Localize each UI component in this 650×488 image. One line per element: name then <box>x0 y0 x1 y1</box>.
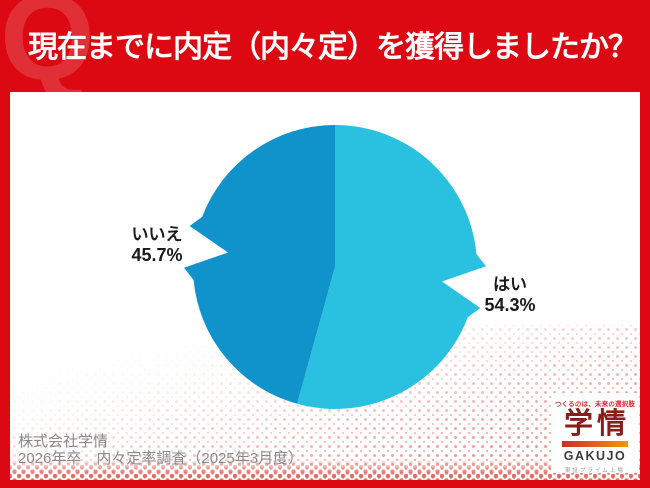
pie-label-no: いいえ 45.7% <box>102 224 212 266</box>
pie-label-yes-text: はい <box>493 275 527 294</box>
logo-gradient-bar <box>562 441 628 448</box>
pie-label-no-value: 45.7% <box>131 245 183 265</box>
page-title: 現在までに内定（内々定）を獲得しましたか？ <box>28 31 638 64</box>
pie-slice-yes <box>297 125 486 409</box>
chart-card: いいえ 45.7% はい 54.3% 株式会社学情 2026年卒 内々定率調査（… <box>10 92 640 480</box>
q-watermark: Q <box>0 0 95 105</box>
source-company: 株式会社学情 <box>18 433 109 450</box>
logo-tagline: つくるのは、未来の選択肢 <box>554 401 636 408</box>
source-note: 株式会社学情 2026年卒 内々定率調査（2025年3月度） <box>18 433 303 467</box>
pie-label-yes-value: 54.3% <box>484 295 536 315</box>
pie-label-yes: はい 54.3% <box>455 274 565 316</box>
logo-name-jp: 学情 <box>563 408 630 440</box>
gakujo-logo: つくるのは、未来の選択肢 学情 GAKUJO 東証プライム上場 <box>551 393 639 475</box>
logo-listing-label: 東証プライム上場 <box>565 468 625 475</box>
source-survey: 2026年卒 内々定率調査（2025年3月度） <box>18 450 304 467</box>
halftone-dots-bottom <box>10 458 640 480</box>
question-header: Q 現在までに内定（内々定）を獲得しましたか？ <box>0 0 650 98</box>
logo-name-en: GAKUJO <box>563 449 627 464</box>
pie-slice-no <box>184 124 335 404</box>
pie-chart <box>184 124 486 409</box>
pie-label-no-text: いいえ <box>131 225 183 244</box>
